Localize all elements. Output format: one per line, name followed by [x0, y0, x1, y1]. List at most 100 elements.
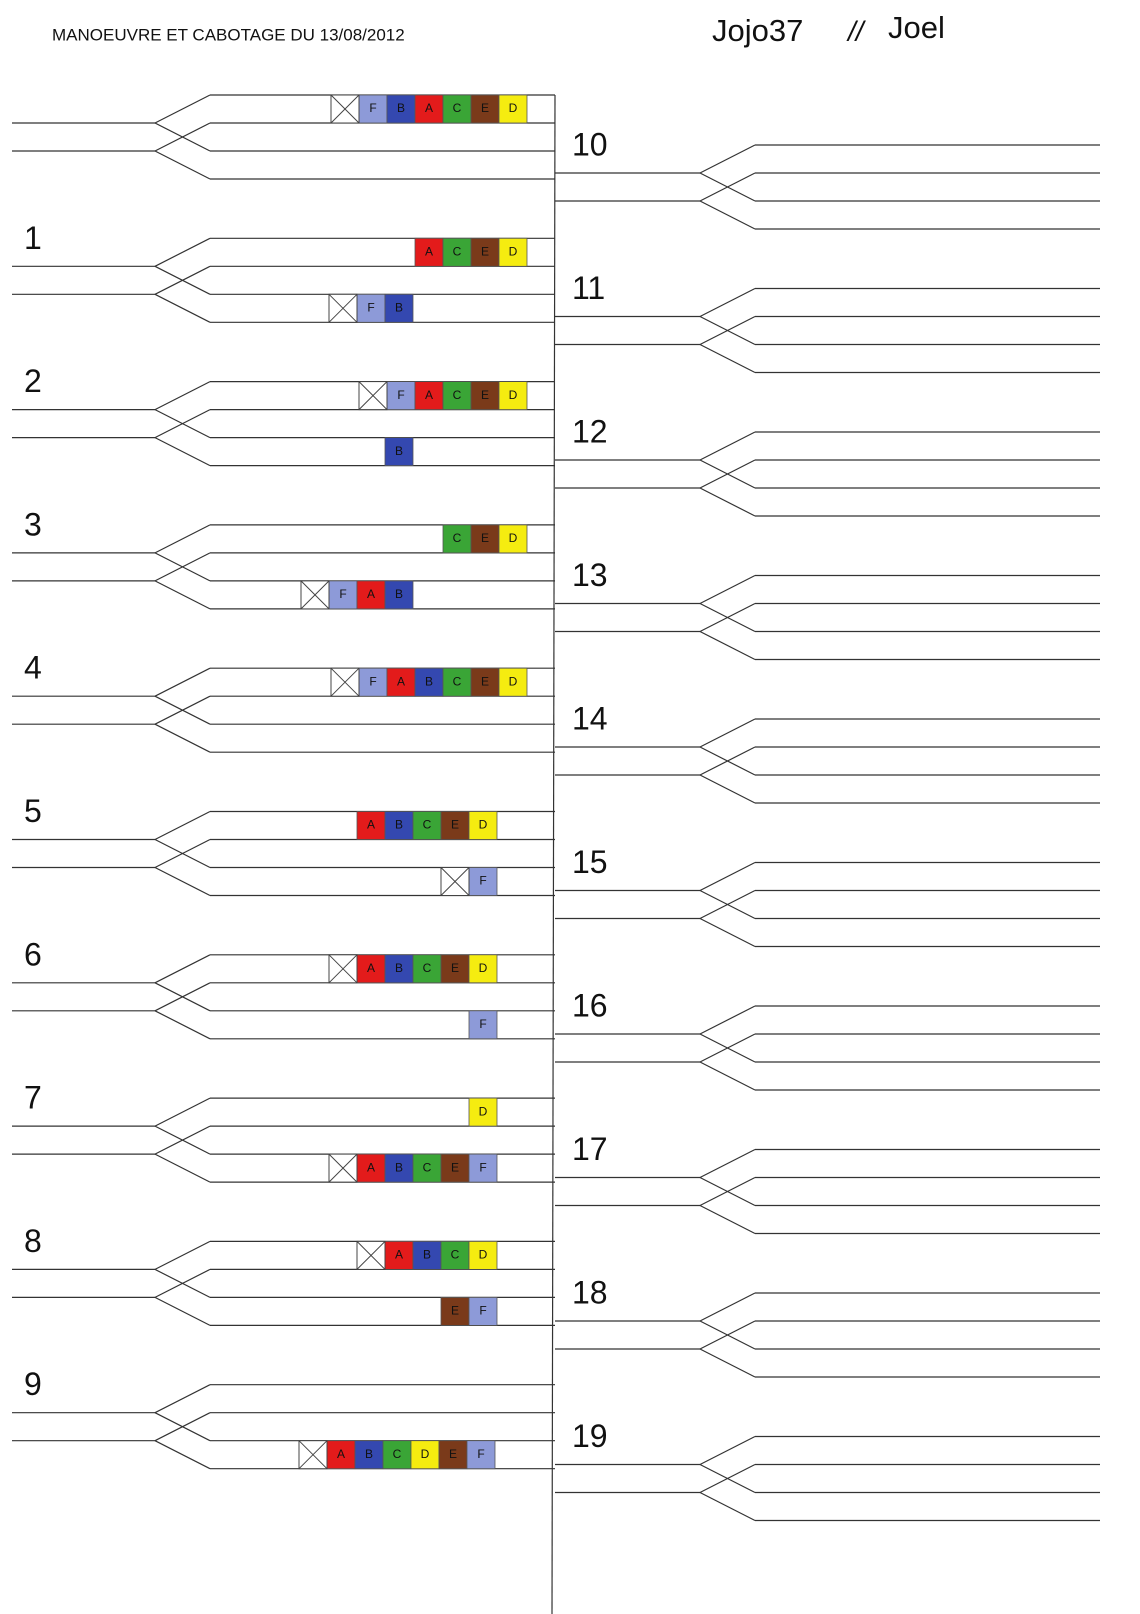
track — [699, 144, 756, 174]
car-label: C — [423, 818, 432, 832]
track — [154, 265, 211, 295]
car-label: F — [367, 300, 374, 314]
track — [154, 1153, 211, 1183]
car-label: C — [453, 674, 462, 688]
car-label: D — [421, 1447, 430, 1461]
car-label: C — [453, 244, 462, 258]
track — [699, 630, 756, 661]
track — [699, 1005, 756, 1035]
track — [699, 917, 756, 948]
car-label: B — [395, 961, 403, 975]
car-label: F — [477, 1447, 484, 1461]
divider — [551, 94, 556, 1614]
car — [442, 237, 472, 267]
car — [412, 811, 442, 840]
car-label: A — [425, 388, 433, 402]
locomotive-cross — [328, 954, 358, 984]
step-label: 8 — [24, 1223, 42, 1259]
track — [154, 954, 211, 984]
car — [470, 237, 500, 267]
car-label: A — [367, 587, 375, 601]
car-label: F — [479, 1304, 486, 1318]
car — [470, 667, 500, 697]
car — [440, 1241, 470, 1270]
track — [154, 293, 211, 323]
locomotive-cross — [330, 94, 360, 124]
step-label: 6 — [24, 936, 42, 972]
car — [386, 381, 416, 411]
track — [699, 1292, 756, 1322]
track — [699, 1176, 756, 1207]
car — [412, 1153, 442, 1183]
locomotive-cross — [328, 293, 358, 323]
car-label: A — [337, 1447, 345, 1461]
step-label: 11 — [572, 270, 605, 306]
car-label: E — [481, 244, 489, 258]
track — [154, 695, 211, 725]
step-label: 10 — [572, 126, 608, 162]
track — [699, 431, 756, 461]
car — [356, 580, 386, 610]
car-label: E — [451, 818, 459, 832]
car-label: D — [479, 818, 488, 832]
track — [154, 1097, 211, 1127]
car — [466, 1440, 496, 1470]
car-label: D — [479, 1104, 488, 1118]
car-label: A — [367, 818, 375, 832]
car-label: C — [451, 1248, 460, 1262]
track — [154, 1125, 211, 1155]
car-label: F — [397, 388, 404, 402]
car — [384, 437, 414, 467]
step-label: 9 — [24, 1366, 42, 1402]
track — [154, 1296, 211, 1326]
car — [384, 811, 414, 840]
car-label: F — [339, 587, 346, 601]
track — [154, 437, 211, 467]
track — [699, 343, 756, 374]
car — [468, 1097, 498, 1127]
track — [699, 718, 756, 748]
step-label: 2 — [24, 363, 42, 399]
car-label: A — [367, 1160, 375, 1174]
track — [154, 1268, 211, 1298]
step-label: 7 — [24, 1080, 42, 1116]
car-label: F — [369, 674, 376, 688]
track — [154, 866, 211, 897]
track — [154, 524, 211, 554]
car — [386, 667, 416, 697]
car — [356, 1153, 386, 1183]
car-label: C — [453, 388, 462, 402]
track — [699, 1463, 756, 1494]
track — [154, 237, 211, 267]
title: MANOEUVRE ET CABOTAGE DU 13/08/2012 — [52, 25, 405, 44]
car-label: D — [479, 961, 488, 975]
track — [154, 667, 211, 697]
track — [154, 1412, 211, 1442]
car — [468, 1153, 498, 1183]
track — [699, 1204, 756, 1235]
track — [154, 723, 211, 753]
car — [384, 580, 414, 610]
car — [414, 381, 444, 411]
car — [414, 667, 444, 697]
car-label: B — [397, 101, 405, 115]
track — [699, 889, 756, 920]
step-label: 4 — [24, 650, 42, 686]
name: Joel — [888, 10, 945, 45]
car-label: A — [397, 674, 405, 688]
track — [699, 287, 756, 318]
car-label: B — [395, 587, 403, 601]
car — [382, 1440, 412, 1470]
track — [699, 459, 756, 489]
car-label: E — [451, 961, 459, 975]
car-label: D — [509, 101, 518, 115]
track — [699, 1033, 756, 1063]
car — [384, 1153, 414, 1183]
car — [356, 954, 386, 984]
locomotive-cross — [328, 1153, 358, 1183]
car — [412, 954, 442, 984]
car — [498, 667, 528, 697]
car — [354, 1440, 384, 1470]
car-label: D — [509, 244, 518, 258]
track — [154, 94, 211, 124]
